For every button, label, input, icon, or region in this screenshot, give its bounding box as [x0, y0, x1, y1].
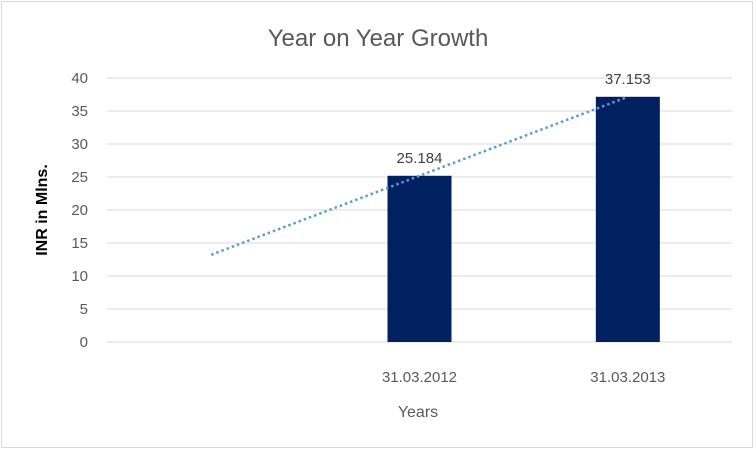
x-axis-label: Years — [398, 404, 438, 421]
bar — [595, 96, 660, 343]
y-tick-label: 10 — [71, 268, 88, 285]
x-tick-label: 31.03.2013 — [590, 369, 665, 386]
y-tick-label: 35 — [71, 103, 88, 120]
data-label: 37.153 — [605, 71, 651, 88]
bar — [387, 175, 452, 342]
y-tick-label: 40 — [71, 70, 88, 87]
y-tick-label: 15 — [71, 235, 88, 252]
x-tick-label: 31.03.2012 — [382, 369, 457, 386]
data-label: 25.184 — [397, 150, 443, 167]
chart-title: Year on Year Growth — [268, 25, 489, 52]
y-axis-label: INR in Mlns. — [34, 164, 51, 256]
y-tick-label: 20 — [71, 202, 88, 219]
y-tick-label: 0 — [80, 334, 88, 351]
y-tick-label: 25 — [71, 169, 88, 186]
y-tick-label: 30 — [71, 136, 88, 153]
y-tick-label: 5 — [80, 301, 88, 318]
